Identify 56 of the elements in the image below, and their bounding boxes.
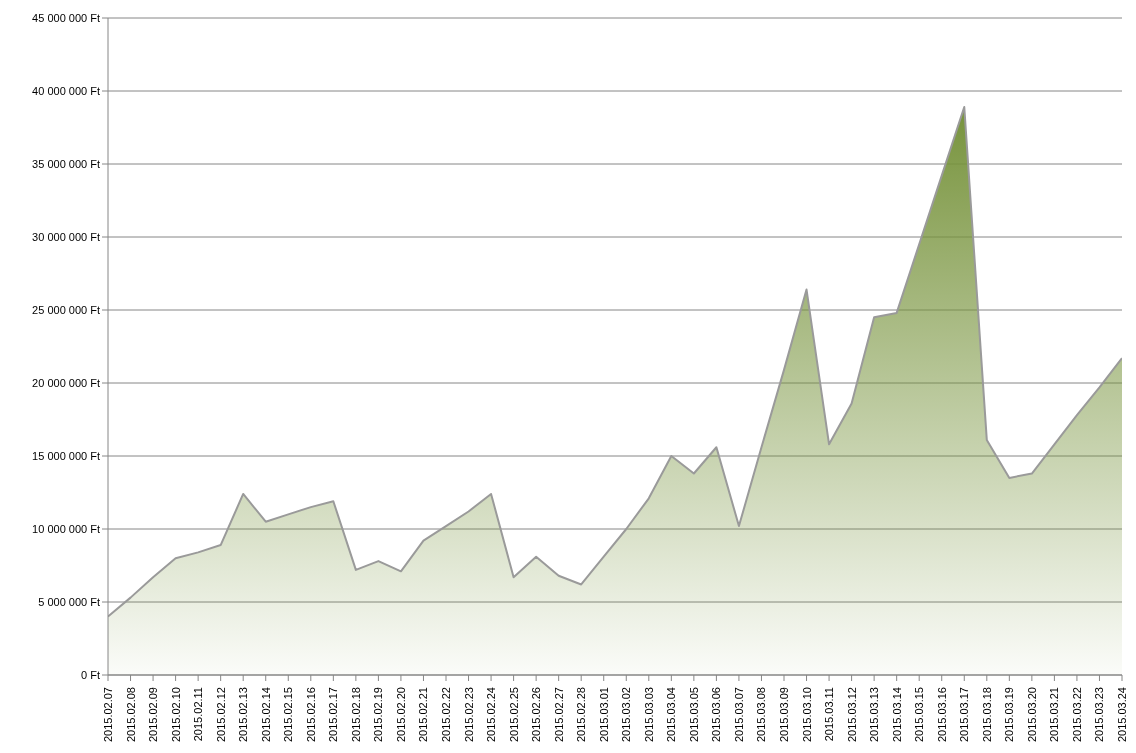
x-tick-label: 2015.02.28 [575,687,588,743]
x-tick-label: 2015.03.09 [778,687,790,743]
x-tick-label: 2015.03.15 [913,687,926,743]
x-tick-label: 2015.02.14 [259,687,272,743]
x-tick-label: 2015.02.07 [102,687,114,743]
x-tick-label: 2015.03.24 [1116,687,1128,743]
y-tick-label: 35 000 000 Ft [32,157,100,170]
x-tick-label: 2015.02.22 [440,687,452,743]
x-tick-label: 2015.02.18 [349,687,362,743]
y-tick-label: 5 000 000 Ft [38,595,100,608]
x-tick-label: 2015.02.26 [530,687,543,743]
x-tick-label: 2015.03.05 [687,687,700,743]
x-tick-label: 2015.02.20 [394,687,407,743]
x-tick-label: 2015.02.15 [282,687,295,743]
x-tick-label: 2015.02.16 [304,687,317,743]
x-tick-label: 2015.03.19 [1003,687,1016,743]
x-tick-label: 2015.03.16 [935,687,948,743]
y-tick-label: 10 000 000 Ft [32,522,100,535]
x-tick-label: 2015.03.22 [1070,687,1083,743]
x-tick-label: 2015.02.09 [147,687,160,743]
x-tick-label: 2015.03.01 [597,687,610,743]
x-tick-label: 2015.03.03 [642,687,655,743]
x-tick-label: 2015.03.11 [823,687,836,742]
x-tick-label: 2015.03.02 [620,687,633,743]
x-tick-label: 2015.02.23 [462,687,475,743]
x-tick-label: 2015.02.08 [124,687,137,743]
x-tick-label: 2015.03.07 [732,687,745,743]
x-tick-label: 2015.02.13 [237,687,250,743]
x-tick-label: 2015.02.19 [372,687,385,743]
x-tick-label: 2015.03.12 [845,687,858,743]
y-tick-label: 25 000 000 Ft [32,303,100,316]
x-tick-label: 2015.03.18 [980,687,993,743]
x-tick-label: 2015.02.12 [214,687,227,743]
x-tick-label: 2015.03.20 [1025,687,1038,743]
x-tick-label: 2015.03.21 [1048,687,1061,743]
x-tick-label: 2015.02.10 [169,687,182,743]
x-tick-label: 2015.03.13 [868,687,881,743]
x-tick-label: 2015.02.25 [507,687,520,743]
x-tick-label: 2015.03.17 [958,687,971,743]
x-tick-label: 2015.02.21 [417,687,430,743]
x-tick-label: 2015.03.04 [665,687,678,743]
x-tick-label: 2015.02.11 [192,687,205,742]
y-tick-label: 45 000 000 Ft [32,11,100,24]
y-tick-label: 30 000 000 Ft [32,230,100,243]
y-tick-label: 0 Ft [81,668,100,681]
x-tick-label: 2015.03.14 [890,687,903,743]
y-tick-label: 15 000 000 Ft [32,449,100,462]
y-tick-label: 20 000 000 Ft [32,376,100,389]
x-tick-label: 2015.03.23 [1093,687,1106,743]
x-tick-label: 2015.02.27 [552,687,565,743]
x-tick-label: 2015.03.08 [755,687,768,743]
x-tick-label: 2015.03.06 [710,687,723,743]
x-tick-label: 2015.03.10 [800,687,813,743]
y-tick-label: 40 000 000 Ft [32,84,100,97]
x-tick-label: 2015.02.17 [327,687,340,743]
x-tick-label: 2015.02.24 [485,687,498,743]
